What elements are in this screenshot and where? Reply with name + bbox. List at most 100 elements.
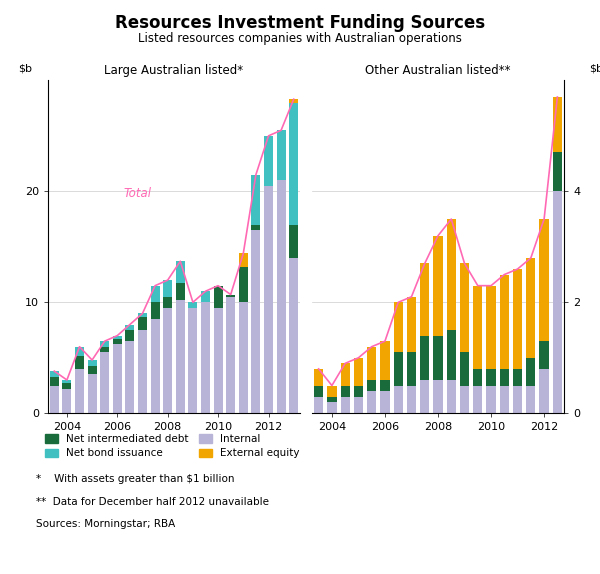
Text: Sources: Morningstar; RBA: Sources: Morningstar; RBA — [36, 519, 175, 529]
Bar — [539, 369, 549, 413]
Bar — [151, 319, 160, 413]
Text: Large Australian listed*: Large Australian listed* — [104, 64, 244, 77]
Bar — [354, 358, 363, 386]
Bar — [239, 302, 248, 413]
Bar — [188, 308, 197, 413]
Bar — [151, 286, 160, 302]
Bar — [289, 258, 298, 413]
Bar — [113, 344, 122, 413]
Bar — [176, 284, 185, 300]
Bar — [239, 254, 248, 267]
Bar — [125, 330, 134, 341]
Bar — [446, 330, 456, 380]
Bar — [226, 297, 235, 413]
Bar — [88, 374, 97, 413]
Bar — [163, 280, 172, 297]
Bar — [239, 267, 248, 302]
Bar — [50, 386, 59, 413]
Bar — [100, 347, 109, 352]
Bar — [314, 386, 323, 397]
Bar — [341, 397, 350, 413]
Bar — [420, 380, 430, 413]
Bar — [553, 191, 562, 413]
Bar — [327, 386, 337, 397]
Bar — [380, 380, 389, 391]
Bar — [88, 366, 97, 374]
Text: **  Data for December half 2012 unavailable: ** Data for December half 2012 unavailab… — [36, 497, 269, 506]
Bar — [201, 291, 210, 302]
Bar — [394, 386, 403, 413]
Bar — [526, 358, 535, 386]
Bar — [460, 352, 469, 386]
Bar — [138, 313, 147, 317]
Bar — [277, 130, 286, 180]
Bar — [380, 391, 389, 413]
Bar — [214, 308, 223, 413]
Bar — [277, 180, 286, 413]
Text: *    With assets greater than $1 billion: * With assets greater than $1 billion — [36, 474, 235, 483]
Bar — [407, 386, 416, 413]
Bar — [487, 386, 496, 413]
Bar — [500, 369, 509, 386]
Bar — [407, 297, 416, 352]
Bar — [214, 286, 223, 308]
Bar — [138, 317, 147, 330]
Bar — [539, 219, 549, 341]
Bar — [327, 402, 337, 413]
Text: Other Australian listed**: Other Australian listed** — [365, 64, 511, 77]
Bar — [176, 300, 185, 413]
Bar — [367, 380, 376, 391]
Bar — [289, 224, 298, 258]
Bar — [420, 336, 430, 380]
Bar — [473, 369, 482, 386]
Bar — [367, 347, 376, 380]
Bar — [50, 371, 59, 377]
Bar — [433, 380, 443, 413]
Bar — [553, 97, 562, 153]
Bar — [125, 341, 134, 413]
Bar — [75, 347, 84, 355]
Bar — [75, 355, 84, 369]
Bar — [264, 186, 273, 413]
Bar — [100, 352, 109, 413]
Bar — [341, 363, 350, 386]
Bar — [289, 99, 298, 103]
Bar — [394, 302, 403, 352]
Bar — [176, 261, 185, 284]
Bar — [251, 174, 260, 224]
Bar — [473, 386, 482, 413]
Bar — [433, 236, 443, 336]
Bar — [226, 294, 235, 297]
Bar — [151, 302, 160, 319]
Text: Resources Investment Funding Sources: Resources Investment Funding Sources — [115, 14, 485, 32]
Bar — [113, 336, 122, 339]
Legend: Net intermediated debt, Net bond issuance, Internal, External equity: Net intermediated debt, Net bond issuanc… — [41, 430, 304, 463]
Bar — [460, 263, 469, 352]
Bar — [163, 308, 172, 413]
Bar — [327, 397, 337, 402]
Bar — [163, 297, 172, 308]
Bar — [487, 369, 496, 386]
Bar — [201, 302, 210, 413]
Bar — [62, 380, 71, 383]
Bar — [289, 103, 298, 224]
Bar — [314, 397, 323, 413]
Bar — [526, 386, 535, 413]
Bar — [513, 269, 522, 369]
Bar — [62, 383, 71, 389]
Bar — [539, 341, 549, 369]
Bar — [341, 386, 350, 397]
Bar — [500, 386, 509, 413]
Bar — [553, 153, 562, 191]
Bar — [446, 380, 456, 413]
Bar — [50, 377, 59, 386]
Bar — [500, 274, 509, 369]
Bar — [251, 230, 260, 413]
Bar — [75, 369, 84, 413]
Text: Total: Total — [124, 187, 152, 200]
Bar — [125, 324, 134, 330]
Bar — [473, 286, 482, 369]
Bar — [446, 219, 456, 330]
Bar — [433, 336, 443, 380]
Bar — [513, 369, 522, 386]
